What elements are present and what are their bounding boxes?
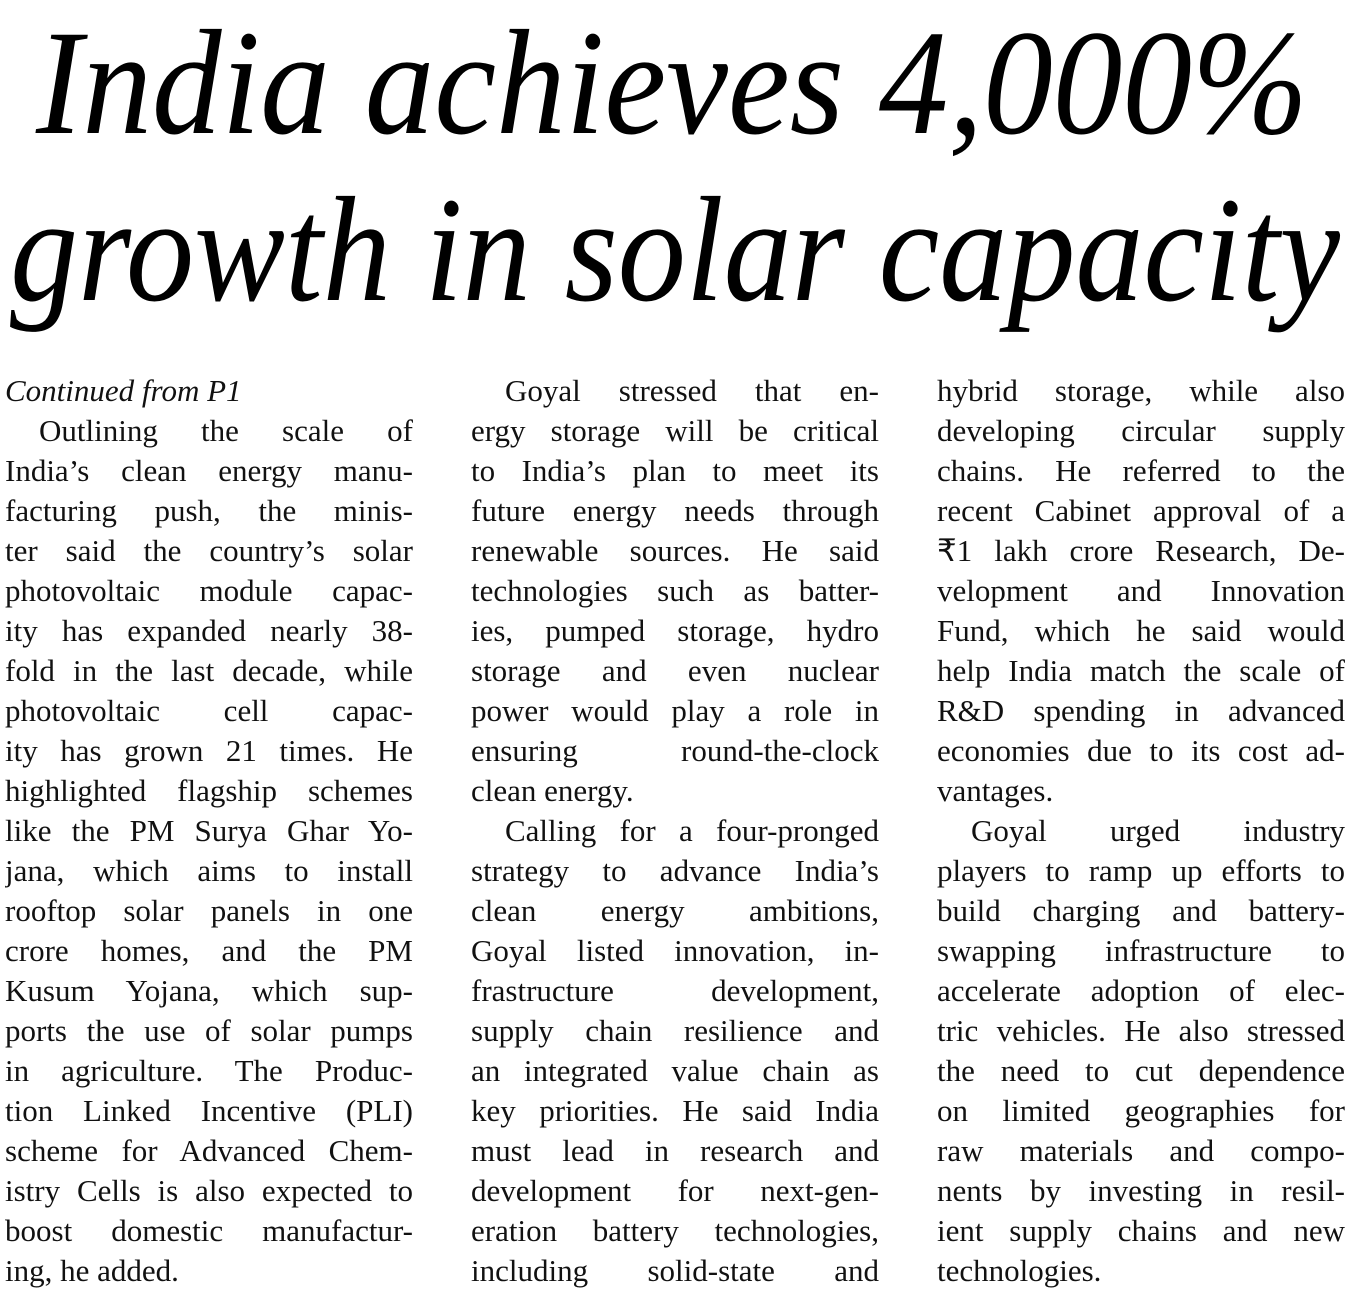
text-line: ies, pumped storage, hydro [471,613,879,648]
text-line: developing circular supply [937,413,1345,448]
text-line: help India match the scale of [937,653,1345,688]
text-line: like the PM Surya Ghar Yo- [5,813,413,848]
text-line: to India’s plan to meet its [471,453,879,488]
text-line: eration battery technologies, [471,1213,879,1248]
text-line: crore homes, and the PM [5,933,413,968]
kicker: Continued from P1 [5,373,242,408]
text-line: fold in the last decade, while [5,653,413,688]
text-line: istry Cells is also expected to [5,1173,413,1208]
text-line: raw materials and compo- [937,1133,1345,1168]
text-line: ₹1 lakh crore Research, De- [937,533,1345,568]
headline: India achieves 4,000% growth in solar ca… [10,0,1340,333]
text-line: tric vehicles. He also stressed [937,1013,1345,1048]
headline-line: India achieves 4,000% [35,0,1308,166]
text-line: renewable sources. He said [471,533,879,568]
column: Goyal stressed that en-ergy storage will… [471,371,879,1290]
text-line: highlighted flagship schemes [5,773,413,808]
text-line: ter said the country’s solar [5,533,413,568]
text-line: hybrid storage, while also [937,373,1345,408]
text-line: ing, he added. [5,1253,179,1288]
text-line: Goyal listed innovation, in- [471,933,879,968]
text-line: ity has grown 21 times. He [5,733,413,768]
text-line: development for next-gen- [471,1173,879,1208]
text-line: ergy storage will be critical [471,413,879,448]
text-line: accelerate adoption of elec- [937,973,1345,1008]
text-line: ensuring round-the-clock [471,733,879,768]
text-line: ity has expanded nearly 38- [5,613,413,648]
text-line: photovoltaic module capac- [5,573,413,608]
text-line: the need to cut dependence [937,1053,1345,1088]
text-line: supply chain resilience and [471,1013,879,1048]
text-line: technologies such as batter- [471,573,879,608]
text-line: chains. He referred to the [937,453,1345,488]
text-line: on limited geographies for [937,1093,1345,1128]
text-line: power would play a role in [471,693,879,728]
text-line: boost domestic manufactur- [5,1213,413,1248]
text-line: tion Linked Incentive (PLI) [5,1093,413,1128]
text-line: key priorities. He said India [471,1093,879,1128]
text-line: strategy to advance India’s [471,853,879,888]
text-line: Kusum Yojana, which sup- [5,973,413,1008]
text-line: technologies. [937,1253,1102,1288]
text-line: nents by investing in resil- [937,1173,1345,1208]
paragraph: Goyal urged industry players to ramp up e… [937,811,1345,1290]
text-line: R&D spending in advanced [937,693,1345,728]
text-line: Outlining the scale of [39,413,413,448]
paragraph: Goyal stressed that en-ergy storage will… [471,371,879,811]
text-line: recent Cabinet approval of a [937,493,1345,528]
text-line: rooftop solar panels in one [5,893,413,928]
text-line: Goyal stressed that en- [505,373,879,408]
text-line: swapping infrastructure to [937,933,1345,968]
text-line: Goyal urged industry [971,813,1345,848]
text-line: storage and even nuclear [471,653,879,688]
headline-line: growth in solar capacity [10,167,1340,333]
text-line: future energy needs through [471,493,879,528]
text-line: India’s clean energy manu- [5,453,413,488]
text-line: velopment and Innovation [937,573,1345,608]
text-line: an integrated value chain as [471,1053,879,1088]
column: Continued from P1 Outlining the scale of… [5,371,413,1290]
text-line: jana, which aims to install [5,853,413,888]
paragraph: Calling for a four-pronged strategy to ad… [471,811,879,1290]
text-line: clean energy. [471,773,634,808]
text-line: in agriculture. The Produc- [5,1053,413,1088]
column: hybrid storage, while also developing cir… [937,371,1345,1290]
text-line: Fund, which he said would [937,613,1345,648]
text-line: facturing push, the minis- [5,493,413,528]
text-line: including solid-state and [471,1253,879,1288]
paragraph: Outlining the scale of India’s clean ener… [5,411,413,1290]
text-line: build charging and battery- [937,893,1345,928]
text-line: players to ramp up efforts to [937,853,1345,888]
text-line: ports the use of solar pumps [5,1013,413,1048]
text-line: scheme for Advanced Chem- [5,1133,413,1168]
text-line: must lead in research and [471,1133,879,1168]
text-line: Calling for a four-pronged [505,813,879,848]
text-line: photovoltaic cell capac- [5,693,413,728]
text-line: ient supply chains and new [937,1213,1345,1248]
text-line: clean energy ambitions, [471,893,879,928]
paragraph: hybrid storage, while also developing cir… [937,371,1345,811]
text-line: economies due to its cost ad- [937,733,1345,768]
text-line: frastructure development, [471,973,879,1008]
text-line: vantages. [937,773,1054,808]
